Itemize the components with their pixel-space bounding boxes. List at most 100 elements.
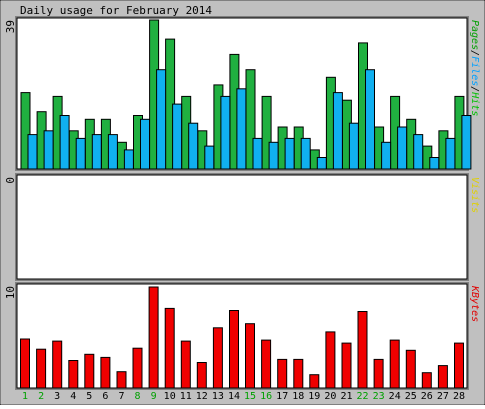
- bar-bottom-s0-day-15: [245, 323, 255, 389]
- panel-bottom-ylabel-part-0: KBytes: [469, 285, 480, 322]
- bar-top-s1-day-12: [204, 145, 215, 170]
- bar-top-s1-day-13: [220, 95, 231, 170]
- x-tick-label-16: 16: [260, 391, 272, 402]
- x-tick-label-4: 4: [70, 391, 76, 402]
- bar-top-s1-day-8: [140, 118, 150, 170]
- x-tick-label-25: 25: [405, 391, 417, 402]
- bar-bottom-s0-day-1: [20, 338, 30, 389]
- x-tick-label-6: 6: [102, 391, 108, 402]
- x-tick-label-9: 9: [151, 391, 157, 402]
- x-tick-label-5: 5: [86, 391, 92, 402]
- bar-top-s1-day-18: [300, 137, 311, 170]
- x-tick-label-2: 2: [38, 391, 44, 402]
- bar-top-s0-day-1: [20, 92, 31, 170]
- bar-top-s1-day-6: [107, 134, 118, 170]
- panel-bottom-ymax-label: 10: [4, 286, 17, 299]
- bar-bottom-s0-day-3: [52, 340, 63, 389]
- x-tick-label-15: 15: [244, 391, 256, 402]
- x-tick-label-11: 11: [180, 391, 192, 402]
- x-tick-label-12: 12: [196, 391, 208, 402]
- x-tick-label-13: 13: [212, 391, 224, 402]
- bar-top-s1-day-9: [156, 69, 167, 170]
- bar-top-s1-day-26: [429, 157, 440, 170]
- panel-bottom: 10 KBytes: [4, 282, 480, 390]
- bar-top-s1-day-27: [445, 137, 456, 170]
- bar-top-s1-day-19: [316, 157, 327, 170]
- bar-bottom-s0-day-2: [36, 348, 47, 389]
- bar-bottom-s0-day-13: [212, 327, 223, 389]
- bar-bottom-s0-day-16: [261, 339, 272, 389]
- panel-top-ylabel: Pages/Files/Hits: [469, 20, 480, 116]
- x-tick-label-20: 20: [324, 391, 336, 402]
- bar-top-s1-day-24: [397, 126, 408, 170]
- bar-bottom-s0-day-12: [196, 362, 207, 389]
- x-tick-label-7: 7: [118, 391, 124, 402]
- bar-top-s1-day-4: [75, 137, 86, 170]
- panel-top-ylabel-part-0: Pages: [469, 20, 480, 50]
- chart-title: Daily usage for February 2014: [20, 4, 212, 17]
- bar-top-s1-day-2: [43, 130, 54, 170]
- bar-top-s1-day-25: [413, 134, 424, 170]
- panel-bottom-ylabel: KBytes: [469, 285, 480, 322]
- panel-top-ylabel-part-4: Hits: [469, 91, 480, 116]
- bar-bottom-s0-day-22: [357, 311, 368, 389]
- panel-middle-ymax-label: 0: [4, 177, 17, 184]
- bar-bottom-s0-day-9: [148, 286, 159, 389]
- bar-top-s1-day-10: [172, 103, 183, 170]
- x-tick-label-22: 22: [356, 391, 368, 402]
- x-tick-label-19: 19: [308, 391, 320, 402]
- x-tick-label-17: 17: [276, 391, 288, 402]
- panel-middle-ylabel: Visits: [469, 177, 480, 213]
- panel-middle: 0 Visits: [4, 173, 480, 281]
- bar-bottom-s0-day-27: [437, 365, 448, 389]
- bar-top-s1-day-22: [365, 69, 375, 170]
- bar-bottom-s0-day-11: [180, 340, 191, 389]
- panel-top-ymax-label: 39: [4, 20, 17, 33]
- bar-bottom-s0-day-25: [405, 349, 416, 389]
- x-tick-label-24: 24: [389, 391, 401, 402]
- bar-bottom-s0-day-17: [277, 358, 288, 389]
- bar-bottom-s0-day-5: [84, 353, 95, 389]
- bar-top-s1-day-5: [91, 134, 102, 170]
- x-tick-label-10: 10: [164, 391, 176, 402]
- x-tick-label-21: 21: [340, 391, 352, 402]
- x-tick-label-23: 23: [373, 391, 385, 402]
- bar-top-s0-day-16: [261, 95, 272, 170]
- bar-bottom-s0-day-20: [325, 331, 336, 389]
- bar-top-s1-day-28: [461, 115, 472, 170]
- panel-top: 39 Pages/Files/Hits: [4, 16, 480, 171]
- bar-top-s1-day-15: [252, 137, 263, 170]
- bar-bottom-s0-day-23: [373, 358, 384, 389]
- x-tick-label-26: 26: [421, 391, 433, 402]
- x-tick-label-27: 27: [437, 391, 449, 402]
- x-tick-label-8: 8: [134, 391, 140, 402]
- bar-top-s1-day-3: [59, 115, 70, 170]
- panel-middle-plot-area: [16, 174, 468, 280]
- x-tick-label-28: 28: [453, 391, 465, 402]
- bar-top-s1-day-23: [381, 141, 392, 170]
- bar-bottom-s0-day-4: [68, 360, 79, 389]
- bar-bottom-s0-day-19: [309, 374, 320, 389]
- bar-bottom-s0-day-26: [421, 372, 432, 389]
- bar-bottom-s0-day-8: [132, 347, 143, 389]
- x-axis-labels: 1 2 3 4 5 6 7 8 9 10 11 12 13 14 15 16 17 18 19 20 21 22 23 24 2…: [22, 391, 465, 402]
- bar-bottom-s0-day-7: [116, 371, 127, 389]
- bar-top-s1-day-17: [284, 137, 295, 170]
- bar-bottom-s0-day-18: [293, 358, 304, 389]
- bar-bottom-s0-day-6: [100, 356, 111, 389]
- bar-top-s1-day-14: [236, 88, 247, 170]
- x-tick-label-14: 14: [228, 391, 240, 402]
- bar-bottom-s0-day-28: [454, 342, 464, 389]
- bar-bottom-s0-day-10: [164, 307, 175, 389]
- bar-top-s1-day-1: [27, 134, 38, 170]
- bar-top-s1-day-11: [188, 122, 199, 170]
- x-tick-label-1: 1: [22, 391, 28, 402]
- x-tick-label-18: 18: [292, 391, 304, 402]
- bar-bottom-s0-day-24: [389, 339, 400, 389]
- bar-top-s1-day-7: [123, 149, 134, 170]
- panel-top-ylabel-part-3: /: [469, 86, 480, 92]
- x-tick-label-3: 3: [54, 391, 60, 402]
